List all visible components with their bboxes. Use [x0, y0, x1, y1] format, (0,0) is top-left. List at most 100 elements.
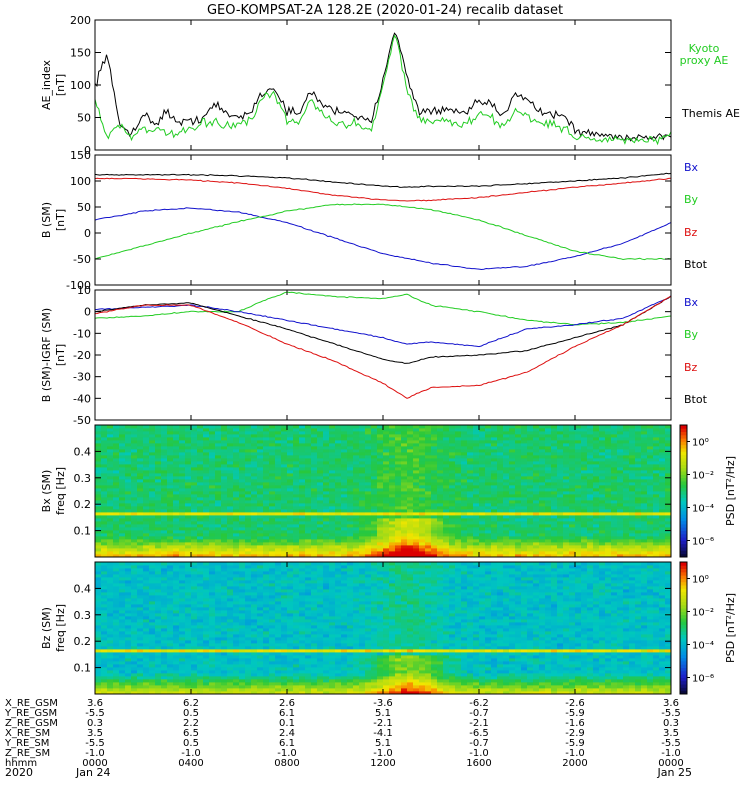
spectrogram-cell: [551, 428, 558, 432]
spectrogram-cell: [137, 494, 144, 498]
spectrogram-cell: [143, 428, 150, 432]
spectrogram-cell: [563, 512, 570, 516]
spectrogram-cell: [329, 494, 336, 498]
spectrogram-cell: [143, 476, 150, 480]
spectrogram-cell: [359, 431, 366, 435]
spectrogram-cell: [239, 434, 246, 438]
spectrogram-cell: [461, 497, 468, 501]
spectrogram-cell: [617, 509, 624, 513]
spectrogram-cell: [173, 539, 180, 543]
spectrogram-cell: [143, 586, 150, 590]
spectrogram-cell: [653, 539, 660, 543]
spectrogram-cell: [569, 455, 576, 459]
spectrogram-cell: [569, 542, 576, 546]
spectrogram-cell: [575, 548, 582, 552]
spectrogram-cell: [287, 542, 294, 546]
spectrogram-cell: [539, 536, 546, 540]
spectrogram-cell: [161, 595, 168, 599]
spectrogram-cell: [239, 497, 246, 501]
spectrogram-cell: [635, 443, 642, 447]
spectrogram-cell: [407, 545, 414, 549]
spectrogram-cell: [635, 530, 642, 534]
spectrogram-cell: [161, 673, 168, 677]
spectrogram-cell: [557, 428, 564, 432]
spectrogram-cell: [365, 533, 372, 537]
spectrogram-cell: [167, 479, 174, 483]
spectrogram-cell: [527, 458, 534, 462]
spectrogram-cell: [161, 655, 168, 659]
spectrogram-cell: [149, 455, 156, 459]
spectrogram-cell: [473, 482, 480, 486]
spectrogram-cell: [437, 503, 444, 507]
spectrogram-cell: [281, 488, 288, 492]
spectrogram-cell: [329, 539, 336, 543]
spectrogram-cell: [227, 473, 234, 477]
spectrogram-cell: [563, 443, 570, 447]
legend-entry-bx: Bx: [684, 296, 699, 309]
spectrogram-cell: [623, 482, 630, 486]
spectrogram-cell: [227, 449, 234, 453]
spectrogram-cell: [113, 661, 120, 665]
spectrogram-cell: [209, 479, 216, 483]
spectrogram-cell: [383, 467, 390, 471]
spectrogram-cell: [347, 431, 354, 435]
spectrogram-cell: [491, 455, 498, 459]
spectrogram-cell: [311, 455, 318, 459]
spectrogram-cell: [161, 455, 168, 459]
series-line-kyoto-proxy-ae: [94, 34, 672, 146]
spectrogram-cell: [233, 545, 240, 549]
spectrogram-cell: [365, 473, 372, 477]
spectrogram-cell: [509, 548, 516, 552]
spectrogram-cell: [137, 649, 144, 653]
spectrogram-cell: [359, 464, 366, 468]
spectrogram-cell: [293, 509, 300, 513]
spectrogram-cell: [95, 571, 102, 575]
spectrogram-cell: [107, 467, 114, 471]
spectrogram-cell: [161, 691, 168, 695]
spectrogram-cell: [149, 530, 156, 534]
spectrogram-cell: [173, 536, 180, 540]
spectrogram-cell: [131, 568, 138, 572]
spectrogram-cell: [389, 515, 396, 519]
spectrogram-cell: [581, 485, 588, 489]
spectrogram-cell: [143, 461, 150, 465]
colorbar-segment: [680, 484, 687, 489]
spectrogram-cell: [413, 437, 420, 441]
spectrogram-cell: [113, 643, 120, 647]
colorbar-segment: [680, 550, 687, 555]
spectrogram-cell: [509, 470, 516, 474]
spectrogram-cell: [317, 482, 324, 486]
spectrogram-cell: [485, 509, 492, 513]
spectrogram-cell: [245, 428, 252, 432]
y-axis-label-line: AE_index: [40, 59, 53, 110]
spectrogram-cell: [209, 434, 216, 438]
spectrogram-cell: [611, 530, 618, 534]
spectrogram-cell: [155, 518, 162, 522]
spectrogram-cell: [587, 527, 594, 531]
spectrogram-cell: [509, 440, 516, 444]
spectrogram-cell: [461, 437, 468, 441]
spectrogram-cell: [659, 476, 666, 480]
spectrogram-cell: [485, 491, 492, 495]
spectrogram-cell: [515, 533, 522, 537]
spectrogram-cell: [131, 631, 138, 635]
spectrogram-cell: [119, 610, 126, 614]
spectrogram-cell: [167, 491, 174, 495]
spectrogram-cell: [143, 434, 150, 438]
spectrogram-cell: [479, 443, 486, 447]
spectrogram-cell: [287, 431, 294, 435]
spectrogram-cell: [461, 530, 468, 534]
spectrogram-cell: [629, 497, 636, 501]
spectrogram-cell: [113, 425, 120, 429]
spectrogram-cell: [509, 482, 516, 486]
spectrogram-cell: [137, 533, 144, 537]
spectrogram-cell: [299, 500, 306, 504]
spectrogram-cell: [155, 542, 162, 546]
y-tick-label: -10: [73, 327, 91, 340]
spectrogram-cell: [245, 500, 252, 504]
spectrogram-cell: [533, 464, 540, 468]
spectrogram-cell: [161, 574, 168, 578]
spectrogram-cell: [203, 503, 210, 507]
spectrogram-cell: [173, 509, 180, 513]
